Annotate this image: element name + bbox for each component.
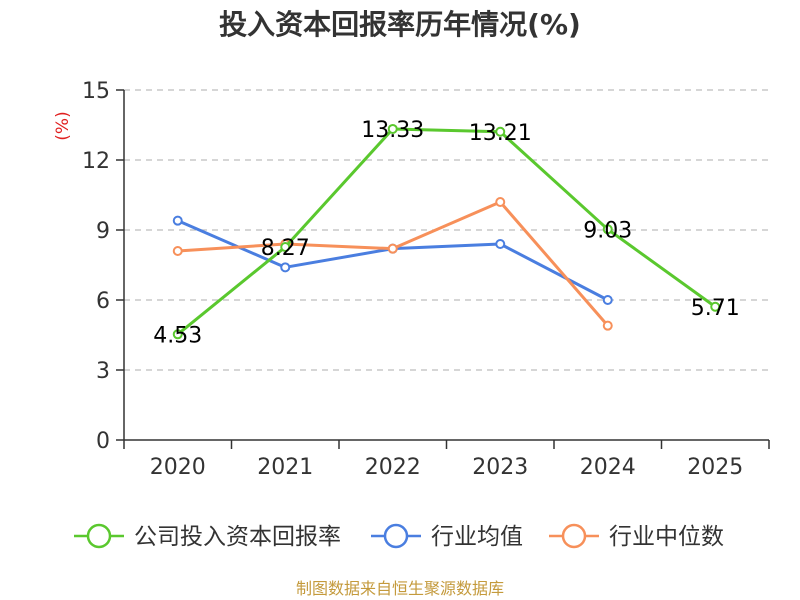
data-point [387, 243, 398, 254]
legend: 公司投入资本回报率 行业均值 行业中位数 [74, 523, 724, 550]
data-point [172, 215, 183, 226]
series-line [176, 127, 717, 336]
data-label: 13.33 [361, 118, 424, 143]
data-label: 5.71 [691, 296, 740, 321]
x-tick-label: 2020 [150, 455, 206, 480]
y-tick-label: 9 [96, 219, 110, 244]
data-point [495, 126, 506, 137]
legend-swatch-marker [383, 523, 409, 549]
y-axis-unit-label: (%) [53, 111, 73, 140]
data-label: 4.53 [153, 323, 202, 348]
data-point [710, 301, 721, 312]
data-point [172, 246, 183, 256]
data-point [602, 295, 613, 305]
y-tick-label: 12 [82, 149, 110, 174]
axes: 0 3 6 9 12 15 2020 2021 2022 2023 2024 2025 [82, 79, 770, 480]
data-point [602, 320, 613, 331]
x-tick-label: 2025 [687, 455, 743, 480]
x-tick-label: 2022 [365, 455, 421, 480]
data-point [495, 239, 506, 249]
series-lines [172, 123, 721, 340]
source-caption: 制图数据来自恒生聚源数据库 [296, 579, 504, 598]
chart-title: 投入资本回报率历年情况(%) [219, 8, 581, 41]
legend-swatch-marker [561, 523, 587, 549]
series-line [177, 219, 609, 302]
legend-item-0[interactable]: 公司投入资本回报率 [74, 523, 341, 550]
series-2 [172, 197, 613, 331]
data-point [495, 197, 506, 207]
data-point [172, 329, 183, 340]
data-point [280, 262, 291, 273]
x-tick-label: 2023 [472, 455, 528, 480]
x-tick-label: 2021 [257, 455, 313, 480]
data-label: 9.03 [583, 218, 632, 243]
y-tick-label: 15 [82, 79, 110, 104]
legend-label: 公司投入资本回报率 [134, 524, 341, 550]
legend-item-1[interactable]: 行业均值 [371, 523, 523, 550]
data-label: 13.21 [469, 121, 532, 146]
gridlines [124, 89, 769, 371]
legend-label: 行业中位数 [609, 524, 724, 550]
y-tick-label: 0 [96, 429, 110, 454]
data-labels: 4.53 8.27 13.33 13.21 9.03 5.71 [153, 118, 739, 348]
data-point [387, 123, 398, 134]
data-point [602, 224, 613, 235]
legend-label: 行业均值 [431, 524, 523, 550]
legend-swatch-marker [86, 523, 112, 549]
y-tick-label: 6 [96, 289, 110, 314]
y-tick-label: 3 [96, 359, 110, 384]
series-0 [172, 123, 721, 340]
data-point [280, 242, 291, 253]
x-tick-label: 2024 [580, 455, 636, 480]
legend-item-2[interactable]: 行业中位数 [549, 523, 724, 550]
series-line [177, 200, 609, 327]
data-label: 8.27 [261, 236, 310, 261]
